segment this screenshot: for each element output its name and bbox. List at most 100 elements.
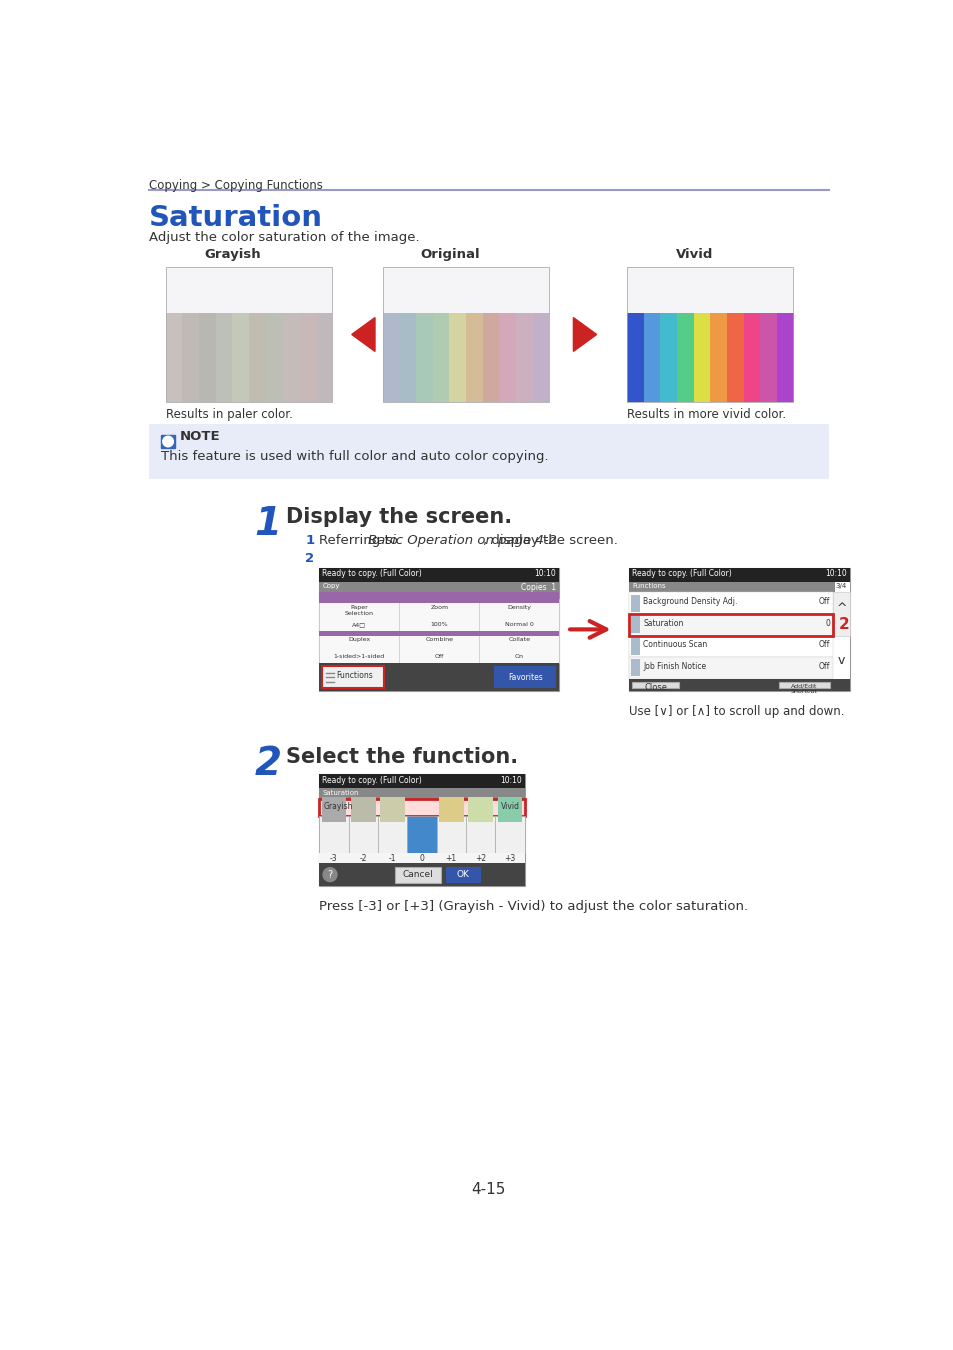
Bar (399, 630, 478, 663)
Bar (266, 313, 282, 402)
Text: 3/4: 3/4 (835, 583, 846, 589)
Bar (319, 568, 558, 582)
Bar (399, 598, 478, 603)
Text: Background Density Adj.: Background Density Adj. (642, 597, 737, 606)
Text: , display the screen.: , display the screen. (482, 533, 617, 547)
Bar (182, 313, 199, 402)
Bar (319, 582, 558, 593)
Text: Paper
Selection: Paper Selection (344, 605, 374, 616)
Text: Continuous Scan: Continuous Scan (642, 640, 707, 649)
Bar (416, 313, 433, 402)
Bar (438, 798, 463, 822)
Bar (629, 614, 832, 636)
Bar (478, 630, 558, 636)
Bar (351, 798, 375, 822)
Text: Copying > Copying Functions: Copying > Copying Functions (149, 180, 322, 192)
Text: Add/Edit
Shortcut: Add/Edit Shortcut (790, 683, 817, 694)
Bar (478, 598, 558, 630)
Bar (659, 313, 676, 402)
Text: Copies  1: Copies 1 (520, 583, 556, 593)
Bar (532, 313, 549, 402)
Polygon shape (573, 317, 596, 351)
Text: Grayish: Grayish (204, 248, 261, 262)
Bar (321, 798, 346, 822)
Bar (482, 313, 498, 402)
Bar (778, 682, 829, 688)
Text: Basic Operation on page 4-2: Basic Operation on page 4-2 (368, 533, 557, 547)
Bar (629, 593, 832, 614)
Bar (319, 630, 399, 636)
Text: Combine: Combine (425, 637, 453, 643)
Bar (319, 864, 524, 886)
Text: Results in more vivid color.: Results in more vivid color. (626, 409, 785, 421)
Text: Grayish: Grayish (323, 802, 353, 811)
Bar (478, 630, 558, 663)
Bar (319, 663, 558, 691)
Text: Original: Original (419, 248, 479, 262)
Bar (466, 313, 482, 402)
Bar (395, 867, 441, 883)
Text: Off: Off (435, 653, 443, 659)
Bar (399, 598, 478, 630)
Text: Off: Off (818, 597, 829, 606)
Bar (215, 313, 233, 402)
Bar (315, 313, 332, 402)
Text: 4-15: 4-15 (471, 1183, 506, 1197)
Bar (298, 313, 315, 402)
Text: 2: 2 (305, 552, 314, 566)
Bar (322, 667, 384, 688)
Text: Select the function.: Select the function. (286, 747, 517, 767)
Circle shape (323, 868, 336, 882)
Bar (233, 313, 249, 402)
Text: 0: 0 (824, 618, 829, 628)
Bar (630, 617, 639, 633)
Text: 0: 0 (419, 855, 424, 863)
Text: ^: ^ (836, 602, 846, 614)
Bar (249, 313, 266, 402)
Text: Off: Off (818, 640, 829, 649)
Text: Results in paler color.: Results in paler color. (166, 409, 293, 421)
Text: Collate: Collate (508, 637, 530, 643)
Text: Vivid: Vivid (500, 802, 519, 811)
Text: Use [∨] or [∧] to scroll up and down.: Use [∨] or [∧] to scroll up and down. (629, 705, 843, 718)
Bar (166, 267, 332, 402)
Text: 100%: 100% (430, 622, 448, 626)
Bar (166, 313, 182, 402)
Text: Functions: Functions (632, 583, 665, 589)
Bar (468, 798, 493, 822)
Bar (319, 853, 524, 864)
Bar (629, 636, 832, 657)
Text: On: On (515, 653, 523, 659)
Bar (449, 313, 466, 402)
Text: 10:10: 10:10 (824, 570, 846, 578)
Text: This feature is used with full color and auto color copying.: This feature is used with full color and… (161, 450, 548, 463)
Bar (632, 682, 679, 688)
Bar (630, 637, 639, 655)
Text: +1: +1 (445, 855, 456, 863)
Bar (149, 424, 828, 479)
Bar (516, 313, 532, 402)
Bar (319, 815, 348, 853)
Text: Zoom: Zoom (430, 605, 448, 610)
Bar (319, 630, 399, 663)
Text: Cancel: Cancel (402, 869, 433, 879)
Bar (494, 667, 556, 688)
Bar (319, 598, 399, 603)
Text: Press [-3] or [+3] (Grayish - Vivid) to adjust the color saturation.: Press [-3] or [+3] (Grayish - Vivid) to … (319, 899, 747, 913)
Text: Saturation: Saturation (322, 790, 358, 795)
Bar (382, 313, 399, 402)
Bar (629, 568, 849, 582)
Text: Duplex: Duplex (348, 637, 370, 643)
Text: v: v (837, 653, 844, 667)
Text: Functions: Functions (335, 671, 373, 680)
Text: Close: Close (643, 683, 666, 693)
Text: -2: -2 (359, 855, 367, 863)
Bar (199, 313, 215, 402)
Bar (319, 774, 524, 886)
Bar (626, 267, 793, 402)
Text: OK: OK (456, 869, 469, 879)
Bar (407, 815, 436, 853)
Bar (478, 598, 558, 603)
Bar (497, 798, 521, 822)
Text: Saturation: Saturation (149, 204, 322, 232)
